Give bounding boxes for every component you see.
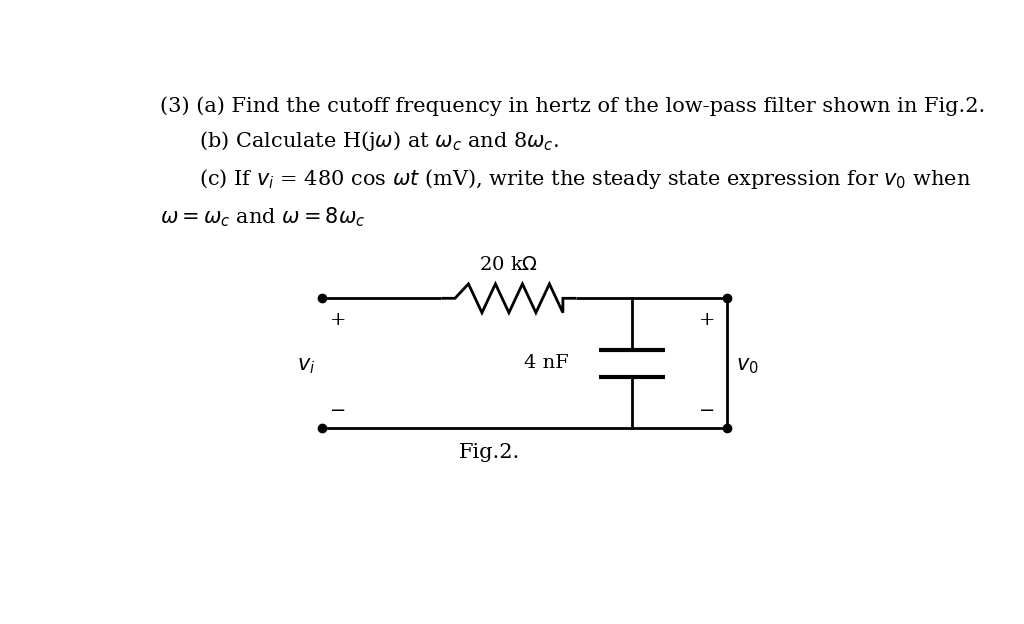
Text: +: +	[699, 311, 716, 329]
Text: $\omega = \omega_c$ and $\omega = 8\omega_c$: $\omega = \omega_c$ and $\omega = 8\omeg…	[160, 206, 366, 230]
Text: $v_0$: $v_0$	[735, 356, 759, 376]
Text: 4 nF: 4 nF	[523, 354, 568, 372]
Text: (3) (a) Find the cutoff frequency in hertz of the low-pass filter shown in Fig.2: (3) (a) Find the cutoff frequency in her…	[160, 96, 985, 116]
Text: −: −	[699, 402, 716, 420]
Text: 20 k$\Omega$: 20 k$\Omega$	[479, 256, 539, 274]
Text: (b) Calculate H(j$\omega$) at $\omega_c$ and 8$\omega_c$.: (b) Calculate H(j$\omega$) at $\omega_c$…	[200, 129, 560, 153]
Text: −: −	[330, 402, 346, 420]
Text: (c) If $v_i$ = 480 cos $\omega t$ (mV), write the steady state expression for $v: (c) If $v_i$ = 480 cos $\omega t$ (mV), …	[200, 167, 972, 191]
Text: Fig.2.: Fig.2.	[459, 442, 520, 462]
Text: $v_i$: $v_i$	[297, 356, 315, 376]
Text: +: +	[330, 311, 346, 329]
